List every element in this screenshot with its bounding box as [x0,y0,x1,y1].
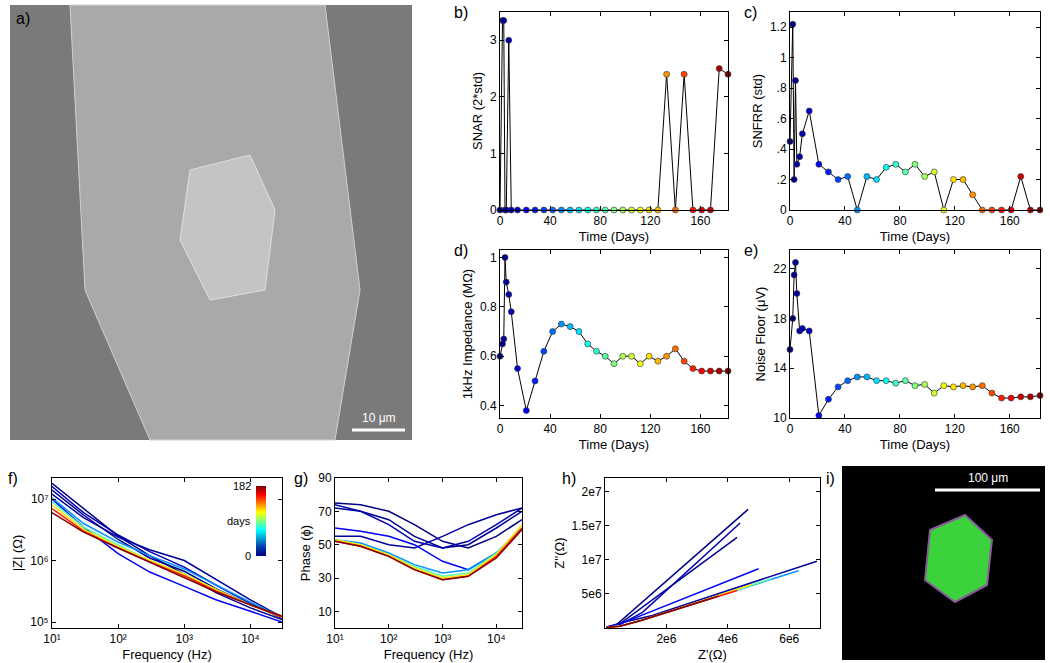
svg-text:1.2: 1.2 [770,20,787,34]
svg-text:10: 10 [773,411,787,425]
svg-text:.8: .8 [777,81,787,95]
svg-text:2e7: 2e7 [582,485,602,499]
svg-text:160: 160 [690,214,710,228]
svg-text:10: 10 [318,605,332,619]
svg-text:6e6: 6e6 [779,632,799,646]
svg-text:days: days [227,515,251,527]
svg-text:10⁴: 10⁴ [241,632,260,646]
svg-text:Noise Floor (μV): Noise Floor (μV) [753,287,768,382]
svg-text:0: 0 [490,203,497,217]
svg-text:Phase (ϕ): Phase (ϕ) [298,525,313,581]
svg-text:2: 2 [490,90,497,104]
svg-text:182: 182 [233,480,251,492]
svg-text:.2: .2 [777,173,787,187]
svg-text:Time (Days): Time (Days) [579,437,649,452]
svg-text:10²: 10² [109,632,126,646]
svg-text:3: 3 [490,33,497,47]
svg-text:10³: 10³ [176,632,193,646]
svg-text:10¹: 10¹ [43,632,60,646]
svg-text:80: 80 [893,214,907,228]
svg-text:a): a) [16,10,30,27]
svg-text:|Z| (Ω): |Z| (Ω) [10,535,25,572]
svg-text:SNFRR (std): SNFRR (std) [750,74,765,148]
svg-text:10¹: 10¹ [326,632,343,646]
svg-text:80: 80 [893,422,907,436]
svg-text:0: 0 [780,203,787,217]
svg-text:18: 18 [773,312,787,326]
svg-text:50: 50 [318,538,332,552]
svg-text:80: 80 [594,214,608,228]
svg-text:f): f) [8,470,18,487]
svg-text:Time (Days): Time (Days) [880,229,950,244]
svg-text:Z''(Ω): Z''(Ω) [552,537,567,568]
svg-text:0: 0 [245,550,251,562]
svg-text:c): c) [744,4,757,21]
svg-text:2e6: 2e6 [656,632,676,646]
svg-text:90: 90 [318,471,332,485]
svg-text:10⁷: 10⁷ [31,492,49,506]
svg-text:SNAR (2*std): SNAR (2*std) [470,72,485,150]
svg-text:120: 120 [945,422,965,436]
svg-text:14: 14 [773,361,787,375]
svg-text:120: 120 [640,214,660,228]
svg-text:100 μm: 100 μm [968,471,1008,485]
svg-text:0.6: 0.6 [480,349,497,363]
svg-text:120: 120 [945,214,965,228]
svg-text:1: 1 [490,147,497,161]
svg-text:80: 80 [594,422,608,436]
svg-text:0: 0 [497,422,504,436]
svg-text:0: 0 [787,214,794,228]
svg-text:Frequency (Hz): Frequency (Hz) [122,647,212,662]
svg-text:Frequency (Hz): Frequency (Hz) [384,647,474,662]
svg-text:e): e) [744,242,758,259]
svg-text:Z'(Ω): Z'(Ω) [698,647,727,662]
svg-text:22: 22 [773,262,787,276]
svg-text:b): b) [454,4,468,21]
svg-text:70: 70 [318,505,332,519]
svg-text:1e7: 1e7 [582,553,602,567]
svg-text:10²: 10² [380,632,397,646]
svg-text:.4: .4 [777,142,787,156]
svg-text:1: 1 [780,51,787,65]
svg-text:1kHz Impedance (MΩ): 1kHz Impedance (MΩ) [460,269,475,399]
svg-text:Time (Days): Time (Days) [579,229,649,244]
svg-text:30: 30 [318,571,332,585]
svg-text:0.4: 0.4 [480,399,497,413]
svg-text:5e6: 5e6 [582,587,602,601]
svg-text:40: 40 [838,214,852,228]
svg-text:h): h) [562,470,576,487]
svg-text:160: 160 [690,422,710,436]
svg-text:40: 40 [543,214,557,228]
svg-text:10⁵: 10⁵ [30,615,48,629]
svg-text:160: 160 [1000,422,1020,436]
svg-text:40: 40 [838,422,852,436]
svg-text:160: 160 [1000,214,1020,228]
svg-text:g): g) [294,470,308,487]
svg-text:1: 1 [490,251,497,265]
svg-text:0: 0 [787,422,794,436]
svg-text:10⁶: 10⁶ [30,554,48,568]
svg-text:10 μm: 10 μm [362,411,396,425]
svg-text:4e6: 4e6 [718,632,738,646]
svg-text:40: 40 [543,422,557,436]
svg-text:0: 0 [497,214,504,228]
svg-text:d): d) [454,242,468,259]
svg-text:1.5e7: 1.5e7 [572,519,602,533]
svg-text:i): i) [826,470,835,487]
svg-text:0.8: 0.8 [480,300,497,314]
svg-text:.6: .6 [777,112,787,126]
svg-text:10³: 10³ [434,632,451,646]
svg-text:Time (Days): Time (Days) [880,437,950,452]
svg-text:10⁴: 10⁴ [487,632,506,646]
svg-text:120: 120 [640,422,660,436]
